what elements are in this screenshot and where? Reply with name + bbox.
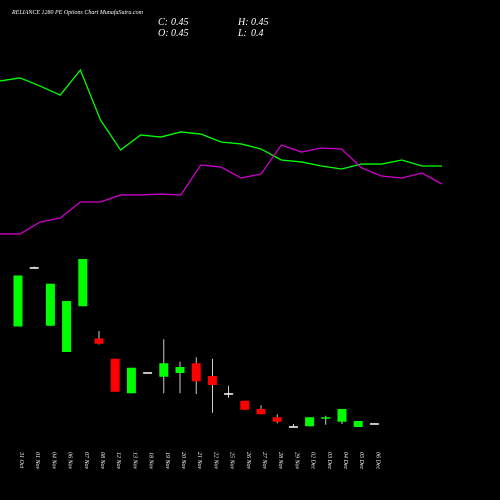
x-tick-label: 07 Nov <box>83 452 89 470</box>
candle-body <box>94 338 104 344</box>
candle-body <box>256 409 266 415</box>
x-tick-label: 25 Nov <box>229 452 235 470</box>
summary-value: 0.45 <box>171 17 189 28</box>
x-tick-label: 20 Nov <box>180 452 186 470</box>
candle-body <box>369 423 379 425</box>
summary-key: H: <box>237 17 249 28</box>
candle-body <box>337 409 347 422</box>
x-tick-label: 26 Nov <box>245 452 251 470</box>
candle-body <box>305 417 315 427</box>
x-tick-label: 28 Nov <box>277 452 283 470</box>
x-tick-label: 01 Nov <box>34 452 40 470</box>
x-tick-label: 27 Nov <box>261 452 267 470</box>
x-tick-label: 06 Nov <box>67 452 73 470</box>
x-tick-label: 05 Dec <box>358 452 364 469</box>
summary-value: 0.4 <box>251 28 264 39</box>
summary-value: 0.45 <box>171 28 189 39</box>
candle-body <box>143 372 153 374</box>
x-tick-label: 29 Nov <box>293 452 299 470</box>
x-tick-label: 19 Nov <box>164 452 170 470</box>
x-tick-label: 03 Dec <box>326 452 332 469</box>
candle-body <box>321 417 331 419</box>
candle-body <box>78 259 88 307</box>
summary-value: 0.45 <box>251 17 269 28</box>
x-tick-label: 04 Nov <box>50 452 57 470</box>
candle-body <box>353 421 363 427</box>
x-tick-label: 02 Dec <box>310 452 316 469</box>
x-tick-label: 12 Nov <box>115 452 121 470</box>
overlay-line <box>0 68 442 170</box>
summary-key: O: <box>158 28 169 39</box>
candle-body <box>62 301 72 352</box>
overlay-line <box>0 144 443 235</box>
candle-body <box>224 393 234 395</box>
candle-body <box>110 358 120 392</box>
x-tick-label: 21 Nov <box>196 452 202 470</box>
x-tick-label: 18 Nov <box>148 452 154 470</box>
x-tick-label: 06 Dec <box>374 452 380 469</box>
chart-title: RELIANCE 1280 PE Options Chart MunafaSut… <box>11 9 144 16</box>
summary-key: L: <box>237 28 247 39</box>
x-tick-label: 31 Oct <box>18 451 24 468</box>
candle-body <box>29 267 39 269</box>
candle-body <box>191 363 201 382</box>
summary-key: C: <box>158 17 168 28</box>
candle-body <box>240 400 250 410</box>
x-tick-label: 08 Nov <box>99 452 105 470</box>
x-tick-label: 22 Nov <box>212 452 218 470</box>
candle-body <box>13 275 23 327</box>
x-tick-label: 13 Nov <box>131 452 137 470</box>
candle-body <box>288 426 298 428</box>
candle-body <box>175 367 185 373</box>
x-tick-label: 04 Dec <box>342 452 349 469</box>
candle-body <box>159 363 169 377</box>
candle-body <box>45 283 55 326</box>
candle-body <box>272 417 282 422</box>
candle-body <box>126 367 136 394</box>
candle-body <box>207 376 217 385</box>
